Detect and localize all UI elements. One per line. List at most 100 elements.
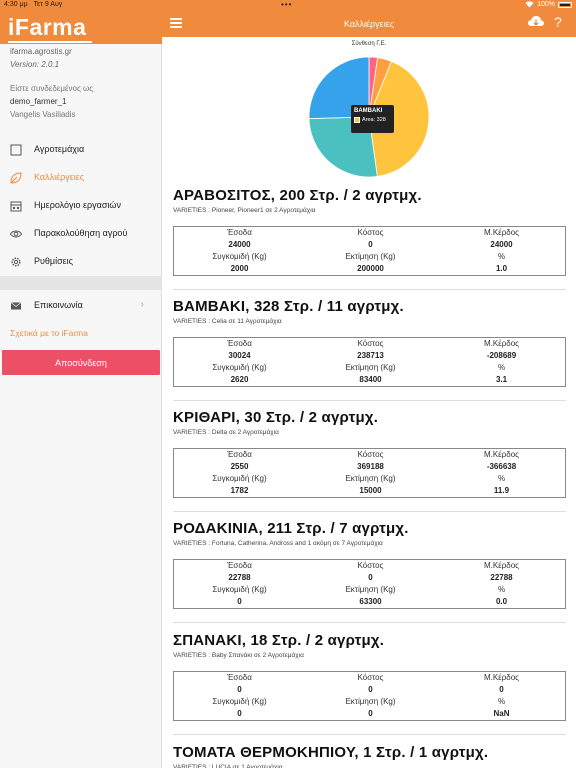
sidebar-item-monitoring[interactable]: Παρακολούθηση αγρού xyxy=(0,223,162,245)
value-estimate: 15000 xyxy=(359,486,382,495)
main-content: Καλλιέργειες ? Σύνθεση Γ.Ε. ΒΑΜΒΑΚΙ Area… xyxy=(162,0,576,768)
value-harvest: 2000 xyxy=(230,264,249,273)
sidebar-item-calendar[interactable]: Ημερολόγιο εργασιών xyxy=(0,195,162,217)
header-estimate: Εκτίμηση (Kg) xyxy=(345,474,396,483)
header-percent: % xyxy=(497,252,506,261)
chart-title: Σύνθεση Γ.Ε. xyxy=(351,41,387,47)
status-bar: 4:30 μμ Τετ 9 Αυγ ••• 100% xyxy=(0,0,576,11)
tooltip-row: Area: 328 xyxy=(354,117,391,123)
crop-stats-table: Έσοδα Κόστος Μ.Κέρδος 22788 0 22788 Συγκομιδή … xyxy=(173,559,566,609)
header-profit: Μ.Κέρδος xyxy=(483,339,520,348)
value-cost: 0 xyxy=(368,685,373,694)
value-cost: 0 xyxy=(368,573,373,582)
value-income: 24000 xyxy=(228,240,251,249)
status-time: 4:30 μμ Τετ 9 Αυγ xyxy=(4,1,63,8)
status-right: 100% xyxy=(525,1,572,8)
value-percent: 0.0 xyxy=(495,597,508,606)
value-harvest: 1782 xyxy=(230,486,249,495)
header-harvest: Συγκομιδή (Kg) xyxy=(212,585,267,594)
crop-varieties: VARIETIES : Delta σε 2 Αγροτεμάχια xyxy=(173,429,279,436)
header-percent: % xyxy=(497,585,506,594)
crop-title[interactable]: ΑΡΑΒΟΣΙΤΟΣ, 200 Στρ. / 2 αγρτμχ. xyxy=(173,187,422,204)
help-icon[interactable]: ? xyxy=(554,14,562,30)
crop-stats-table: Έσοδα Κόστος Μ.Κέρδος 2550 369188 -366638 Συγκ… xyxy=(173,448,566,498)
header-percent: % xyxy=(497,697,506,706)
crop-varieties: VARIETIES : Celia σε 11 Αγροτεμάχια xyxy=(173,318,282,325)
header-percent: % xyxy=(497,363,506,372)
crop-varieties: VARIETIES : Baby Σπανάκι σε 2 Αγροτεμάχι… xyxy=(173,652,304,659)
sidebar-item-label: Ρυθμίσεις xyxy=(34,256,74,266)
chevron-right-icon: › xyxy=(140,299,144,310)
value-harvest: 0 xyxy=(237,597,242,606)
crop-pie-chart[interactable] xyxy=(307,55,431,179)
crop-title[interactable]: ΣΠΑΝΑΚΙ, 18 Στρ. / 2 αγρτμχ. xyxy=(173,632,385,649)
header-estimate: Εκτίμηση (Kg) xyxy=(345,252,396,261)
crop-title[interactable]: ΚΡΙΘΑΡΙ, 30 Στρ. / 2 αγρτμχ. xyxy=(173,409,379,426)
crop-varieties: VARIETIES : Fortuna, Catherina, Andross … xyxy=(173,540,383,547)
header-harvest: Συγκομιδή (Kg) xyxy=(212,474,267,483)
value-estimate: 83400 xyxy=(359,375,382,384)
value-cost: 0 xyxy=(368,240,373,249)
crop-divider xyxy=(173,289,566,290)
value-cost: 369188 xyxy=(357,462,384,471)
header-profit: Μ.Κέρδος xyxy=(483,673,520,682)
header-cost: Κόστος xyxy=(357,673,384,682)
header-cost: Κόστος xyxy=(357,339,384,348)
value-cost: 238713 xyxy=(357,351,384,360)
header-estimate: Εκτίμηση (Kg) xyxy=(345,363,396,372)
sidebar-item-label: Καλλιέργειες xyxy=(34,172,85,182)
pie-slice-1[interactable] xyxy=(368,60,430,177)
wifi-icon xyxy=(525,1,534,8)
crop-title[interactable]: ΒΑΜΒΑΚΙ, 328 Στρ. / 11 αγρτμχ. xyxy=(173,298,404,315)
user-fullname: Vangelis Vasiliadis xyxy=(10,110,76,119)
logged-in-label: Είστε συνδεδεμένος ως xyxy=(10,84,94,93)
pie-slice-0[interactable] xyxy=(308,56,370,119)
header-income: Έσοδα xyxy=(227,673,252,682)
value-income: 22788 xyxy=(228,573,251,582)
header-profit: Μ.Κέρδος xyxy=(483,561,520,570)
value-percent: 3.1 xyxy=(495,375,508,384)
value-income: 30024 xyxy=(228,351,251,360)
sidebar-separator xyxy=(0,276,162,290)
header-profit: Μ.Κέρδος xyxy=(483,450,520,459)
menu-icon[interactable] xyxy=(170,18,182,28)
sidebar-item-label: Επικοινωνία xyxy=(34,300,83,310)
about-link[interactable]: Σχετικά με το iFarma xyxy=(10,328,88,338)
sidebar-item-settings[interactable]: Ρυθμίσεις xyxy=(0,251,162,273)
page-title: Καλλιέργειες xyxy=(343,19,395,29)
header-cost: Κόστος xyxy=(357,450,384,459)
sidebar-item-crops[interactable]: Καλλιέργειες xyxy=(0,167,162,189)
crop-stats-table: Έσοδα Κόστος Μ.Κέρδος 0 0 0 Συγκομιδή (Kg) Εκτί… xyxy=(173,671,566,721)
value-profit: 0 xyxy=(499,685,504,694)
battery-icon xyxy=(558,1,572,8)
crop-title[interactable]: ΡΟΔΑΚΙΝΙΑ, 211 Στρ. / 7 αγρτμχ. xyxy=(173,520,409,537)
site-url: ifarma.agrostis.gr xyxy=(10,47,72,56)
value-income: 0 xyxy=(237,685,242,694)
chart-tooltip: ΒΑΜΒΑΚΙ Area: 328 xyxy=(351,105,394,133)
value-income: 2550 xyxy=(230,462,249,471)
header-income: Έσοδα xyxy=(227,450,252,459)
logo-underline xyxy=(8,41,92,43)
square-icon xyxy=(10,144,22,156)
value-profit: -366638 xyxy=(486,462,517,471)
sidebar-item-label: Αγροτεμάχια xyxy=(34,144,85,154)
leaf-icon xyxy=(10,172,22,184)
calendar-icon xyxy=(10,201,22,212)
crop-varieties: VARIETIES : Pioneer, Pioneer1 σε 2 Αγροτ… xyxy=(173,207,316,214)
value-estimate: 200000 xyxy=(357,264,384,273)
logout-button[interactable]: Αποσύνδεση xyxy=(2,350,160,375)
crop-title[interactable]: ΤΟΜΑΤΑ ΘΕΡΜΟΚΗΠΙΟΥ, 1 Στρ. / 1 αγρτμχ. xyxy=(173,744,489,761)
sidebar-brand: iFarma xyxy=(0,0,162,44)
tooltip-title: ΒΑΜΒΑΚΙ xyxy=(354,108,383,114)
battery-percent: 100% xyxy=(537,1,555,8)
header-harvest: Συγκομιδή (Kg) xyxy=(212,697,267,706)
sidebar-item-fields[interactable]: Αγροτεμάχια xyxy=(0,139,162,161)
cloud-download-icon[interactable] xyxy=(527,15,545,29)
crop-stats-table: Έσοδα Κόστος Μ.Κέρδος 30024 238713 -208689 Συγ… xyxy=(173,337,566,387)
header-income: Έσοδα xyxy=(227,339,252,348)
crop-divider xyxy=(173,511,566,512)
sidebar-item-contact[interactable]: Επικοινωνία › xyxy=(0,295,162,317)
header-harvest: Συγκομιδή (Kg) xyxy=(212,252,267,261)
value-percent: 11.9 xyxy=(493,486,510,495)
